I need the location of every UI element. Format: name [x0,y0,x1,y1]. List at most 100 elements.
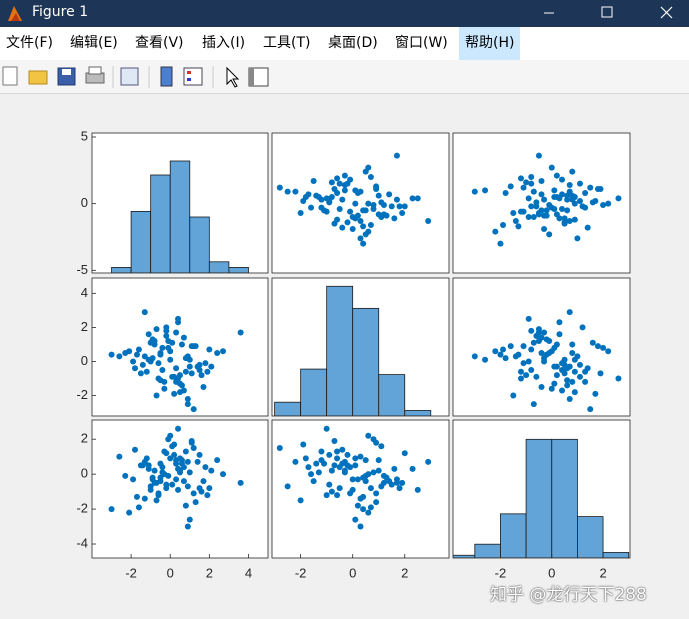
scatter-point [313,460,320,467]
menu-item[interactable]: 编辑(E) [70,35,118,51]
scatter-point [425,458,432,465]
scatter-point [357,453,364,460]
property-editor-button[interactable] [248,67,269,87]
scatter-point [510,210,517,216]
maximize-button[interactable] [601,6,613,18]
menu-item[interactable]: 工具(T) [263,35,311,51]
scatter-point [334,455,341,462]
close-button[interactable] [660,6,673,19]
scatter-point [336,206,343,212]
open-button[interactable] [28,70,48,85]
menu-item[interactable]: 帮助(H) [459,27,521,60]
subplot [276,152,432,247]
new-button[interactable] [2,66,18,86]
histogram-bar [274,401,302,416]
scatter-point [373,490,380,497]
scatter-point [365,164,372,171]
scatter-point [141,309,148,316]
pointer-button[interactable] [226,66,240,88]
scatter-point [184,523,191,530]
scatter-point [520,343,527,350]
scatter-point [553,194,560,200]
y-tick-label: 5 [81,128,88,143]
scatter-point [538,207,545,214]
scatter-point [543,336,550,343]
scatter-point [414,195,421,202]
scatter-point [147,358,154,365]
scatter-point [188,343,195,350]
scatter-point [569,378,576,385]
scatter-point [391,215,398,222]
scatter-point [520,208,527,215]
scatter-point [615,375,622,382]
scatter-point [344,451,351,458]
menu-item[interactable]: 文件(F) [6,35,53,51]
scatter-point [328,179,335,186]
scatter-point [528,180,535,187]
menu-item[interactable]: 桌面(D) [328,35,378,51]
scatter-point [347,208,354,215]
histogram-bar [474,543,501,558]
scatter-point [308,204,315,211]
scatter-point [507,343,514,350]
scatter-point [173,329,180,336]
scatter-point [541,329,548,336]
scatter-point [584,365,591,372]
scatter-point [190,490,197,497]
scatter-point [510,392,517,399]
scatter-point [564,365,571,372]
scatter-point [220,348,227,355]
scatter-point [471,353,478,360]
scatter-point [171,390,178,397]
scatter-point [184,458,191,465]
scatter-point [182,368,189,375]
y-tick-label: -5 [76,262,88,277]
scatter-point [541,226,548,232]
menu-item[interactable]: 窗口(W) [395,35,448,51]
link-button[interactable] [120,67,139,86]
scatter-point [180,334,187,341]
scatter-point [153,497,160,504]
scatter-point [556,215,563,222]
axes-background [272,133,449,273]
colorbar-button[interactable] [160,66,173,87]
scatter-point [182,448,189,455]
figure: -5 0 5 -2 0 2 4 -4 -2 0 2 -2 0 2 4 -2 0 2 -2 0 2 [76,128,631,580]
legend-button[interactable] [183,67,203,86]
scatter-point [357,218,364,224]
menu-item[interactable]: 插入(I) [202,35,246,51]
scatter-point [553,341,560,348]
scatter-point [139,361,146,368]
scatter-point [153,326,160,333]
scatter-point [551,363,558,370]
subplot [108,425,244,530]
axes-box [91,419,269,559]
scatter-point [292,458,299,465]
subplot [471,152,622,247]
histogram-bar [189,216,210,273]
scatter-point [502,355,509,362]
scatter-point [497,240,504,247]
scatter-point [367,174,374,180]
histogram-bar [228,266,249,273]
scatter-point [344,180,351,187]
print-button[interactable] [85,66,105,84]
menu-item[interactable]: 查看(V) [135,35,184,51]
scatter-point [323,195,330,202]
scatter-point [561,220,568,227]
scatter-point [543,212,550,219]
scatter-point [318,204,325,211]
scatter-point [163,327,170,334]
scatter-point [145,465,152,472]
scatter-point [362,231,369,238]
scatter-point [530,214,537,220]
save-button[interactable] [57,67,76,86]
scatter-point [321,460,328,467]
scatter-point [571,389,578,396]
scatter-point [538,349,545,356]
scatter-point [194,458,201,465]
axes-box [91,132,269,274]
scatter-point [192,499,199,506]
scatter-point [204,368,211,375]
